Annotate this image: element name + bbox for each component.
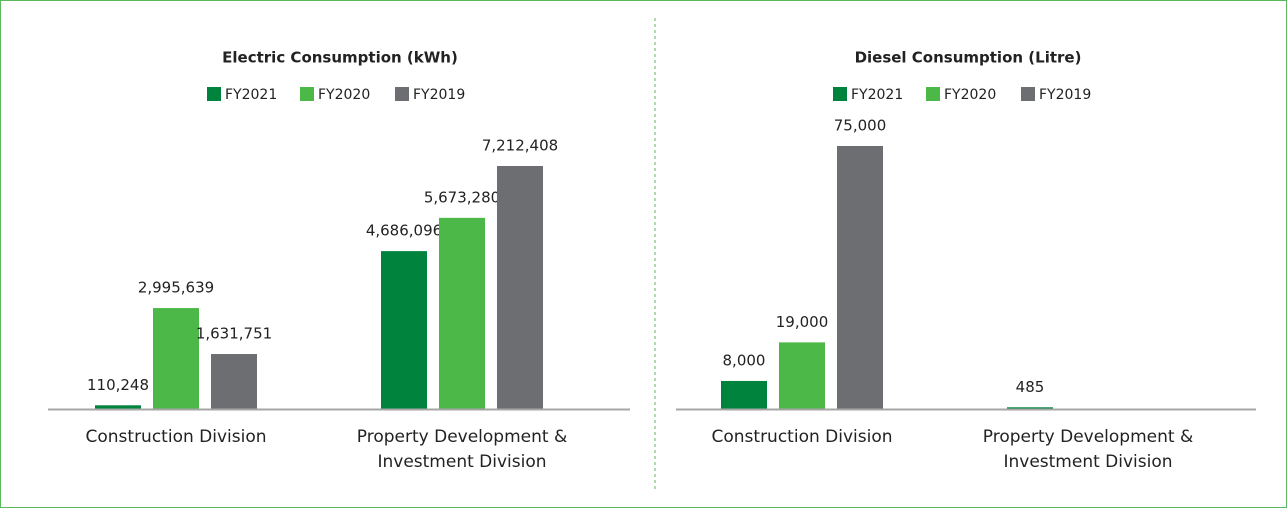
legend-label: FY2021 bbox=[225, 87, 277, 103]
data-label: 1,631,751 bbox=[196, 325, 272, 343]
data-label: 5,673,280 bbox=[424, 188, 500, 206]
legend-label: FY2020 bbox=[318, 87, 370, 103]
data-label: 485 bbox=[1016, 378, 1045, 396]
data-label: 4,686,096 bbox=[366, 222, 442, 240]
legend-swatch bbox=[207, 87, 221, 101]
data-label: 8,000 bbox=[723, 351, 766, 369]
bar bbox=[779, 342, 825, 409]
data-label: 75,000 bbox=[834, 117, 887, 135]
bar bbox=[439, 217, 485, 409]
x-tick-label: Property Development & Investment Divisio… bbox=[983, 427, 1193, 472]
bar bbox=[381, 251, 427, 409]
data-label: 110,248 bbox=[87, 376, 149, 394]
legend-label: FY2019 bbox=[1039, 87, 1091, 103]
bar bbox=[497, 166, 543, 409]
bar bbox=[721, 380, 767, 409]
bar bbox=[211, 354, 257, 409]
legend-swatch bbox=[1021, 87, 1035, 101]
x-tick-label: Property Development & Investment Divisio… bbox=[357, 427, 567, 472]
legend-swatch bbox=[395, 87, 409, 101]
data-label: 2,995,639 bbox=[138, 279, 214, 297]
bar bbox=[153, 308, 199, 409]
x-tick-label: Construction Division bbox=[86, 427, 267, 447]
chart-title: Electric Consumption (kWh) bbox=[222, 49, 458, 67]
bar bbox=[837, 146, 883, 409]
legend-swatch bbox=[926, 87, 940, 101]
legend-swatch bbox=[833, 87, 847, 101]
legend-swatch bbox=[300, 87, 314, 101]
data-label: 7,212,408 bbox=[482, 137, 558, 155]
bar bbox=[95, 405, 141, 409]
legend-label: FY2021 bbox=[851, 87, 903, 103]
legend-label: FY2020 bbox=[944, 87, 996, 103]
bar bbox=[1007, 407, 1053, 409]
data-label: 19,000 bbox=[776, 313, 829, 331]
legend-label: FY2019 bbox=[413, 87, 465, 103]
x-tick-label: Construction Division bbox=[712, 427, 893, 447]
chart-title: Diesel Consumption (Litre) bbox=[855, 49, 1082, 67]
